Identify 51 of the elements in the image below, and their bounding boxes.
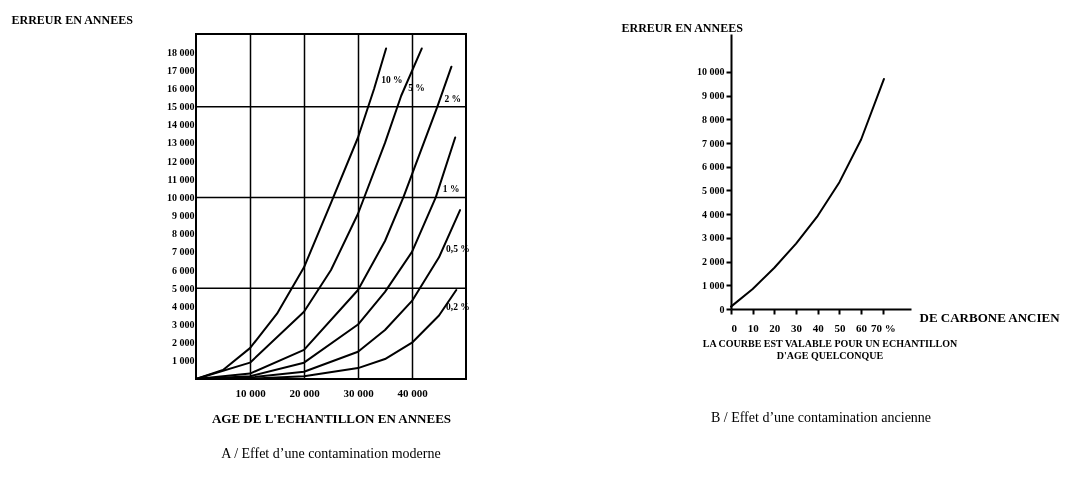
y-tick-label: 15 000 [167, 101, 195, 113]
y-tick-label: 5 000 [702, 184, 725, 196]
y-tick-label: 1 000 [172, 355, 195, 367]
y-tick-label: 10 000 [167, 191, 195, 203]
y-tick-label: 12 000 [167, 155, 195, 167]
y-tick-label: 9 000 [172, 210, 195, 222]
y-tick-label: 8 000 [702, 113, 725, 125]
x-tick-label: 40 000 [397, 386, 429, 399]
x-tick-label: 60 [856, 321, 868, 334]
x-axis-title: AGE DE L'ECHANTILLON EN ANNEES [211, 410, 452, 426]
x-axis-title: DE CARBONE ANCIEN [919, 309, 1061, 325]
y-tick-label: 7 000 [172, 246, 195, 258]
x-tick-label: 10 000 [235, 386, 267, 399]
x-tick-label: 0 [731, 321, 738, 334]
x-tick-label: 50 [834, 321, 846, 334]
y-axis-title: ERREUR EN ANNEES [621, 20, 744, 35]
y-tick-label: 18 000 [167, 46, 195, 58]
y-tick-label: 4 000 [702, 208, 725, 220]
y-tick-label: 3 000 [702, 232, 725, 244]
x-tick-label: 10 [747, 321, 760, 334]
x-tick-label: 40 [812, 321, 825, 334]
y-tick-label: 14 000 [167, 119, 195, 131]
y-tick-label: 2 000 [172, 337, 195, 349]
y-tick-label: 11 000 [167, 173, 195, 185]
y-tick-label: 16 000 [167, 82, 195, 94]
y-tick-label: 17 000 [167, 64, 195, 76]
x-tick-label: 30 000 [343, 386, 375, 399]
y-tick-label: 3 000 [172, 319, 195, 331]
x-tick-label: 20 [769, 321, 781, 334]
y-tick-label: 8 000 [172, 228, 195, 240]
y-tick-label: 0 [719, 303, 725, 315]
y-tick-label: 7 000 [702, 137, 725, 149]
y-tick-label: 2 000 [702, 256, 725, 268]
y-tick-label: 1 000 [702, 279, 725, 291]
y-tick-label: 13 000 [167, 137, 195, 149]
y-tick-label: 6 000 [702, 161, 725, 173]
series-label: 2 % [444, 93, 462, 104]
x-tick-label: 30 [791, 321, 803, 334]
y-tick-label: 5 000 [172, 282, 195, 294]
y-tick-label: 6 000 [172, 264, 195, 276]
y-tick-label: 9 000 [702, 90, 725, 102]
series-label: 1 % [442, 184, 460, 195]
text: A / Effet d’une contamination moderne [221, 446, 441, 461]
text: LA COURBE EST VALABLE POUR UN ECHANTILLON D'AGE QUELCONQUE [702, 338, 959, 361]
series-label: 10 % [381, 75, 403, 86]
x-tick-label: 70 % [870, 321, 896, 334]
y-tick-label: 10 000 [697, 66, 725, 78]
x-tick-label: 20 000 [289, 386, 321, 399]
y-axis-title: ERREUR EN ANNEES [11, 12, 134, 27]
y-tick-label: 4 000 [172, 300, 195, 312]
text: B / Effet d’une contamination ancienne [710, 410, 932, 425]
